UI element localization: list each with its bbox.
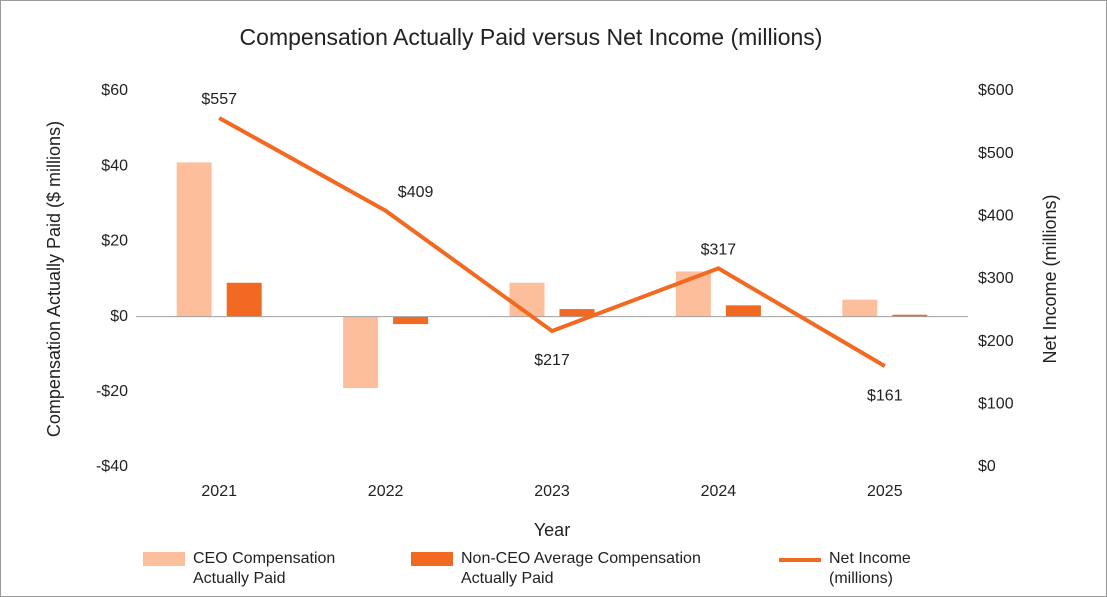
- x-tick-label: 2024: [701, 483, 737, 500]
- data-label: $161: [867, 387, 903, 404]
- bar: [892, 314, 928, 317]
- y-tick-label: $40: [101, 157, 128, 174]
- legend-label: Net Income (millions): [829, 550, 911, 587]
- y-axis-title: Compensation Actually Paid ($ millions): [44, 121, 64, 437]
- data-label: $557: [201, 91, 237, 108]
- x-axis-title: Year: [534, 520, 570, 540]
- legend-swatch: [779, 558, 821, 562]
- bar: [559, 309, 595, 317]
- y2-tick-label: $0: [978, 458, 996, 475]
- data-label: $409: [398, 184, 434, 201]
- chart-title: Compensation Actually Paid versus Net In…: [240, 24, 823, 50]
- x-tick-label: 2021: [201, 483, 237, 500]
- y2-tick-label: $100: [978, 396, 1014, 413]
- y-tick-label: -$40: [96, 458, 128, 475]
- y2-tick-label: $600: [978, 82, 1014, 99]
- y2-tick-label: $400: [978, 208, 1014, 225]
- legend-swatch: [143, 552, 185, 566]
- y-tick-label: $60: [101, 82, 128, 99]
- y2-tick-label: $300: [978, 270, 1014, 287]
- y-tick-label: $0: [110, 308, 128, 325]
- x-tick-label: 2022: [368, 483, 404, 500]
- y-tick-label: -$20: [96, 383, 128, 400]
- bar: [176, 162, 212, 317]
- y-tick-label: $20: [101, 233, 128, 250]
- bar: [343, 316, 379, 389]
- bar: [725, 305, 761, 317]
- legend-label: CEO Compensation Actually Paid: [193, 550, 336, 587]
- data-label: $217: [534, 352, 570, 369]
- x-tick-label: 2025: [867, 483, 903, 500]
- legend-label: Non-CEO Average Compensation Actually Pa…: [461, 550, 701, 587]
- y2-tick-label: $200: [978, 333, 1014, 350]
- bar: [393, 316, 429, 325]
- legend-swatch: [411, 552, 453, 566]
- bar: [226, 282, 262, 317]
- line: [218, 116, 886, 368]
- data-label: $317: [701, 242, 737, 259]
- bar: [842, 299, 878, 317]
- y2-tick-label: $500: [978, 145, 1014, 162]
- x-tick-label: 2023: [534, 483, 570, 500]
- y2-axis-title: Net Income (millions): [1040, 194, 1060, 363]
